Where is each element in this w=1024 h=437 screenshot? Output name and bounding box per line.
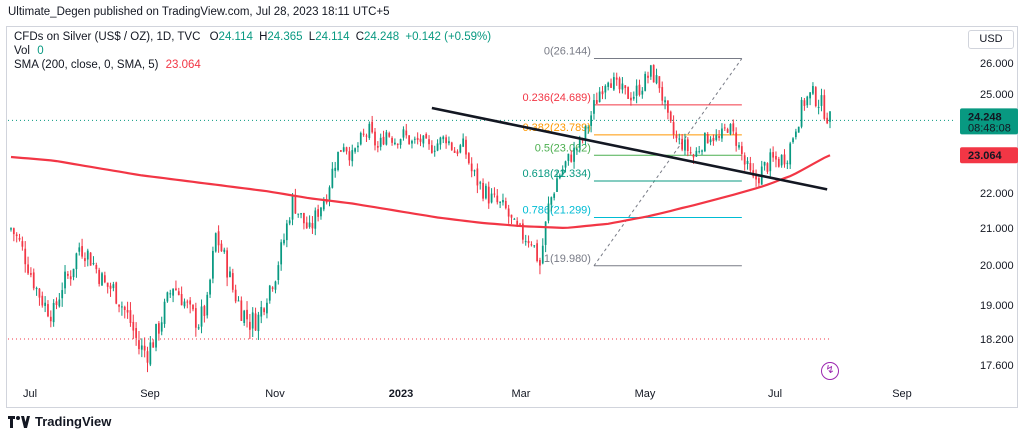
legend-close-value: 24.248 (364, 31, 400, 43)
legend-high-value: 24.365 (267, 31, 303, 43)
legend-sma-label[interactable]: SMA (200, close, 0, SMA, 5) (14, 59, 159, 71)
tradingview-logo-icon (8, 415, 30, 428)
legend-sma-row: SMA (200, close, 0, SMA, 5) 23.064 (14, 59, 201, 71)
publisher-line: Ultimate_Degen published on TradingView.… (8, 6, 390, 18)
chart-frame (6, 26, 1018, 408)
legend-close-label: C (355, 31, 365, 43)
legend-high-label: H (259, 31, 268, 43)
legend-symbol[interactable]: CFDs on Silver (US$ / OZ), 1D, TVC (14, 31, 201, 43)
footer-brand-text: TradingView (35, 414, 112, 429)
flash-icon[interactable]: ↯ (821, 362, 839, 380)
legend-volume-value: 0 (37, 45, 44, 57)
legend-change: +0.142 (+0.59%) (405, 31, 492, 43)
legend-volume-label[interactable]: Vol (14, 45, 30, 57)
legend-volume-row: Vol 0 (14, 45, 44, 57)
legend-open-value: 24.114 (218, 31, 253, 43)
currency-button[interactable]: USD (968, 30, 1014, 49)
legend-sma-value: 23.064 (165, 59, 201, 71)
legend-symbol-row: CFDs on Silver (US$ / OZ), 1D, TVC O24.1… (14, 31, 491, 43)
legend-low-label: L (308, 31, 316, 43)
footer-brand: TradingView (8, 414, 111, 429)
legend-open-label: O (209, 31, 219, 43)
legend-low-value: 24.114 (315, 31, 350, 43)
